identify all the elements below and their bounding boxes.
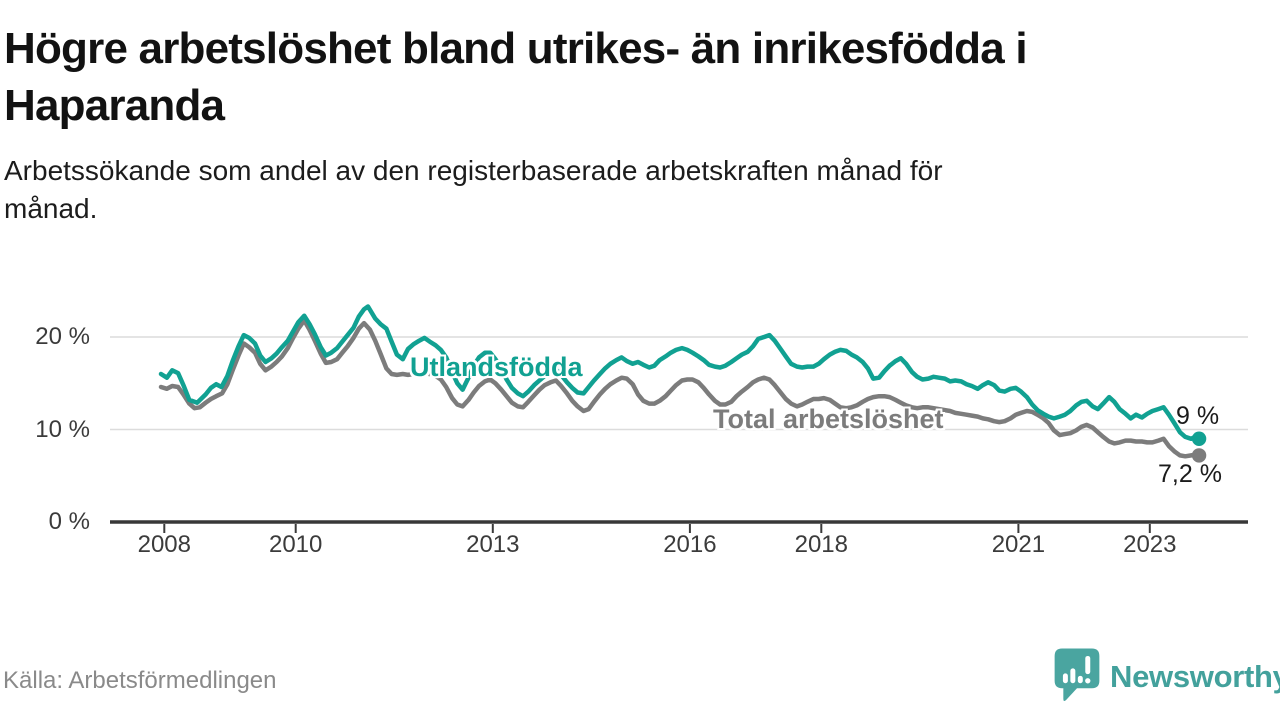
- page-subtitle-line-2: månad.: [4, 193, 98, 224]
- page-title-line-2: Haparanda: [4, 81, 225, 130]
- y-axis-label-0: 0 %: [48, 508, 90, 535]
- newsworthy-logo: Newsworthy: [1052, 646, 1280, 709]
- x-axis-label-2008: 2008: [137, 531, 191, 558]
- series-end-dot-total-arbetsl-shet: [1191, 448, 1207, 463]
- x-axis-label-2023: 2023: [1123, 531, 1177, 558]
- y-axis-label-10: 10 %: [35, 415, 90, 443]
- page-title: Högre arbetslöshet bland utrikes- än inr…: [4, 20, 1264, 134]
- series-end-dot-utlandsf-dda: [1191, 431, 1207, 446]
- x-axis-label-2010: 2010: [268, 531, 323, 558]
- series-label-total-arbetsloshet: Total arbetslöshet: [713, 404, 944, 434]
- x-axis-label-2016: 2016: [663, 531, 717, 558]
- newsworthy-speech-bubble-chart-icon: [1052, 646, 1102, 709]
- end-value-label-utlandsfodda: 9 %: [1176, 402, 1220, 430]
- x-axis-label-2013: 2013: [466, 531, 520, 558]
- source-note: Källa: Arbetsförmedlingen: [3, 667, 277, 694]
- x-axis-label-2021: 2021: [991, 531, 1046, 558]
- page-title-line-1: Högre arbetslöshet bland utrikes- än inr…: [4, 24, 1028, 73]
- y-axis-label-20: 20 %: [35, 323, 90, 350]
- end-value-label-total-arbetsloshet: 7,2 %: [1158, 460, 1222, 488]
- page-subtitle-line-1: Arbetssökande som andel av den registerb…: [4, 155, 943, 186]
- x-axis-label-2018: 2018: [794, 531, 848, 558]
- newsworthy-wordmark: Newsworthy: [1110, 659, 1280, 694]
- series-label-utlandsfodda: Utlandsfödda: [410, 352, 583, 382]
- page-subtitle: Arbetssökande som andel av den registerb…: [4, 152, 1224, 228]
- series-line-total-arbetsl-shet: [158, 318, 1202, 459]
- series-line-utlandsf-dda: [158, 304, 1202, 442]
